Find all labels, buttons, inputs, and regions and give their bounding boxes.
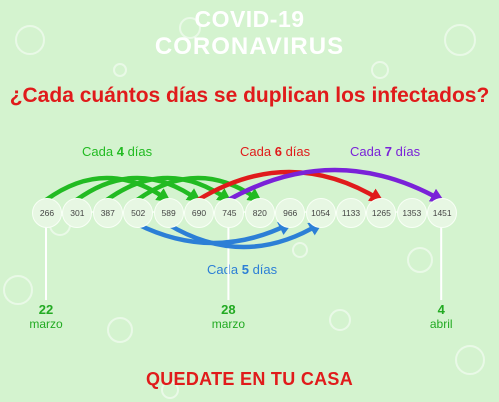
label-every-6-days: Cada 6 días	[240, 144, 311, 159]
date-day: 4	[437, 302, 445, 317]
infected-count: 1353	[396, 198, 427, 228]
header-coronavirus: CORONAVIRUS	[154, 33, 345, 60]
infected-count: 387	[92, 198, 123, 228]
header-covid: COVID-19	[194, 6, 305, 32]
infected-count: 1054	[305, 198, 336, 228]
doubling-arc-blue	[165, 221, 324, 250]
label-every-4-days: Cada 4 días	[82, 144, 153, 159]
infected-count: 820	[244, 198, 275, 228]
doubling-arc-red	[195, 169, 385, 203]
doubling-arc-purple	[226, 167, 445, 203]
date-day: 28	[221, 302, 236, 317]
infected-count: 1265	[366, 198, 397, 228]
stay-home-footer: QUEDATE EN TU CASA	[145, 369, 354, 389]
date-marker: 28 marzo	[198, 302, 258, 332]
label-every-7-days: Cada 7 días	[350, 144, 421, 159]
question-title: ¿Cada cuántos días se duplican los infec…	[9, 84, 490, 107]
date-month: marzo	[29, 317, 63, 331]
infected-count: 266	[32, 198, 62, 228]
infected-count: 1451	[427, 198, 458, 228]
infected-count: 745	[214, 198, 245, 228]
label-every-5-days: Cada 5 días	[207, 262, 278, 277]
infected-count: 301	[62, 198, 93, 228]
date-marker: 4 abril	[411, 302, 471, 332]
date-month: marzo	[211, 317, 246, 331]
date-day: 22	[38, 302, 54, 317]
infected-count: 502	[123, 198, 154, 228]
infected-count: 589	[153, 198, 184, 228]
infected-count: 966	[275, 198, 306, 228]
date-month: abril	[429, 317, 453, 331]
doubling-arc-green	[74, 175, 202, 203]
doubling-arc-blue	[134, 221, 294, 246]
infected-count: 1133	[336, 198, 366, 228]
infected-count: 690	[184, 198, 214, 228]
date-marker: 22 marzo	[16, 302, 76, 332]
